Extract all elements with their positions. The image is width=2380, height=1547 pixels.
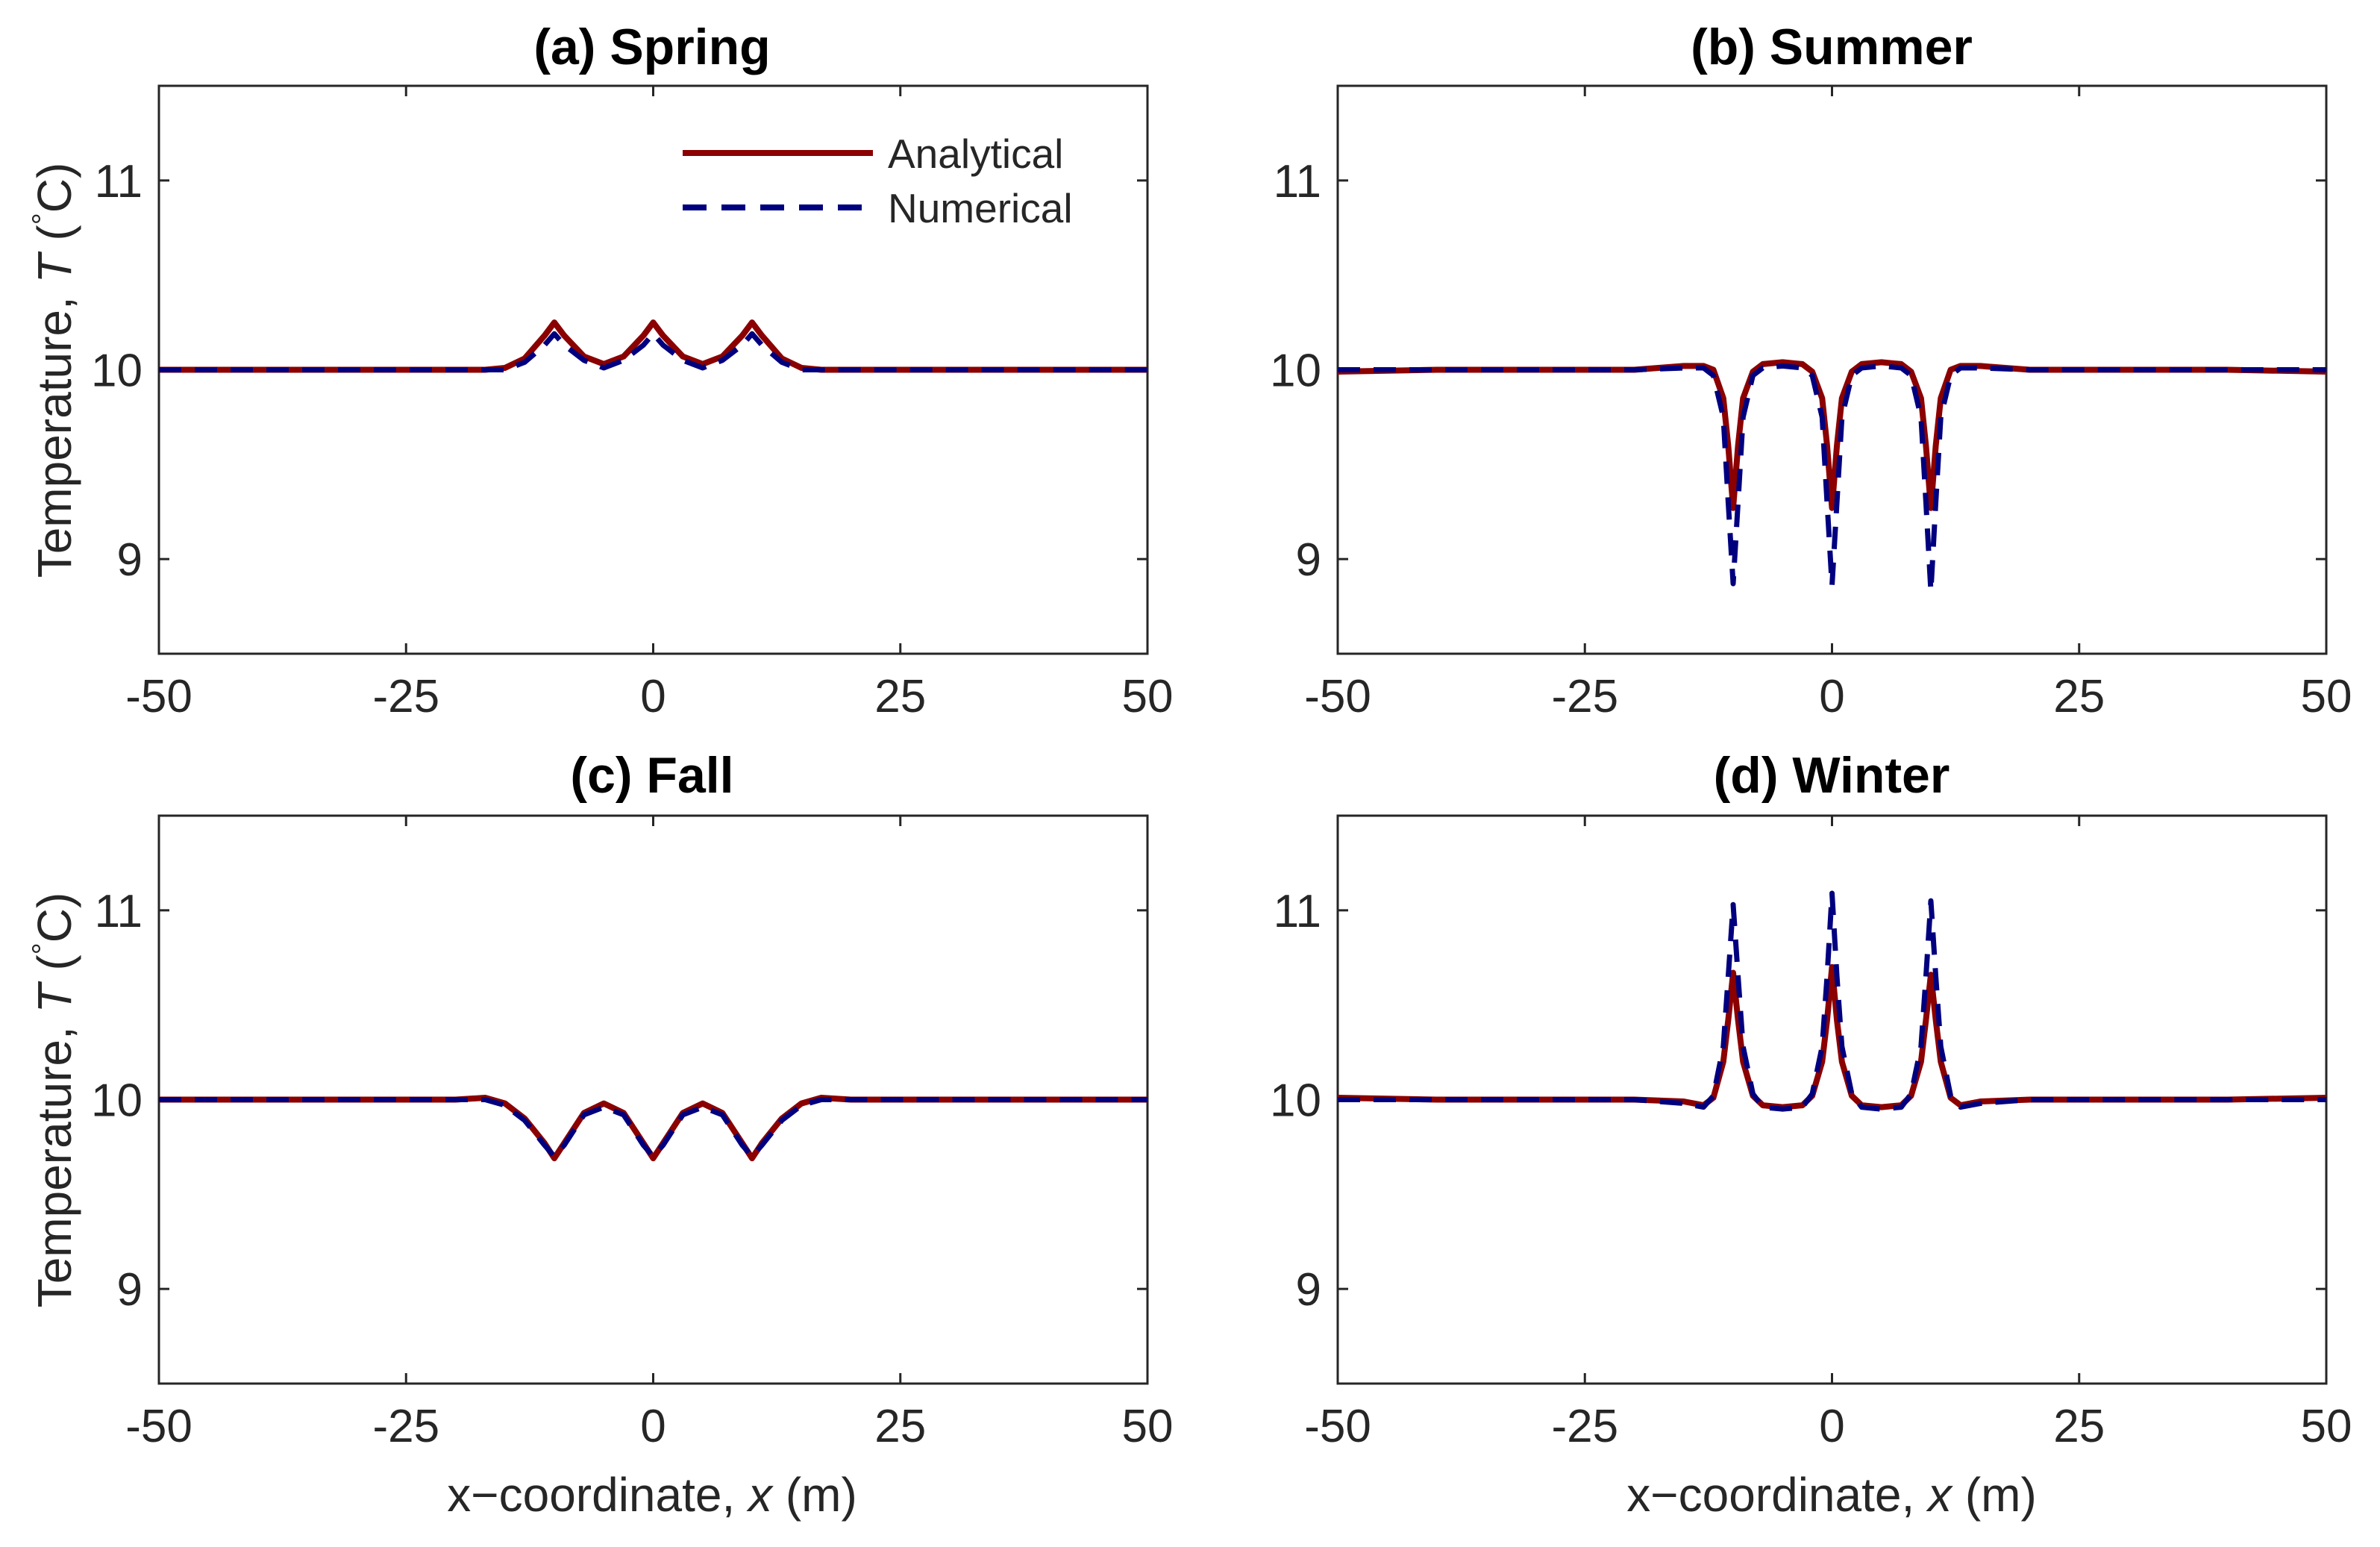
legend-label-analytical: Analytical <box>888 131 1063 177</box>
series-lines <box>1337 359 2327 594</box>
axis-ticks: -50 -25 0 25 50 9 10 11 <box>1270 86 2352 722</box>
x-tick-label: 25 <box>874 671 926 722</box>
x-axis-label: x−coordinate, x (m) <box>447 1468 857 1522</box>
x-label-unit: (m) <box>1952 1468 2037 1522</box>
panel-b: (b) Summer -50 -25 0 25 50 9 10 11 <box>1270 19 2352 722</box>
series-lines <box>159 1095 1147 1162</box>
series-line-numerical <box>159 331 1147 372</box>
y-label-degree: ° <box>27 943 60 954</box>
x-tick-label: 0 <box>640 1401 666 1452</box>
axis-ticks: -50 -25 0 25 50 9 10 11 <box>91 86 1173 722</box>
y-tick-label: 9 <box>117 1264 143 1316</box>
x-label-var: x <box>746 1468 774 1522</box>
legend-box <box>668 123 1115 235</box>
legend: Analytical Numerical <box>668 123 1115 235</box>
y-label-prefix: Temperature, <box>28 1013 81 1307</box>
panel-c: (c) Fall -50 -25 0 25 50 9 10 11 Temperature, T… <box>27 747 1173 1522</box>
y-tick-label: 11 <box>1274 886 1321 937</box>
y-axis-label: Temperature, T (°C) <box>27 163 81 578</box>
y-label-var: T <box>28 981 81 1013</box>
y-tick-label: 10 <box>91 346 143 397</box>
y-axis-label: Temperature, T (°C) <box>27 893 81 1308</box>
x-tick-label: 50 <box>1122 1401 1174 1452</box>
series-line-analytical <box>159 319 1147 373</box>
y-label-close: C) <box>28 163 81 213</box>
panel-a: (a) Spring -50 -25 0 25 50 9 10 11 Temperature,… <box>27 19 1173 722</box>
series-line-analytical <box>1337 359 2327 511</box>
panel-title: (c) Fall <box>570 747 733 804</box>
x-label-prefix: x−coordinate, <box>447 1468 748 1522</box>
x-tick-label: 0 <box>1819 671 1844 722</box>
x-tick-label: 0 <box>1819 1401 1844 1452</box>
x-tick-label: 50 <box>1122 671 1174 722</box>
axis-ticks: -50 -25 0 25 50 9 10 11 <box>91 816 1173 1452</box>
series-line-analytical <box>1337 963 2327 1110</box>
series-lines <box>159 319 1147 373</box>
x-tick-label: 50 <box>2301 671 2352 722</box>
y-label-open: ( <box>28 954 81 984</box>
axis-ticks: -50 -25 0 25 50 9 10 11 <box>1270 816 2352 1452</box>
x-label-prefix: x−coordinate, <box>1626 1468 1928 1522</box>
y-label-prefix: Temperature, <box>28 283 81 578</box>
x-label-unit: (m) <box>772 1468 857 1522</box>
x-label-var: x <box>1926 1468 1953 1522</box>
x-tick-label: 25 <box>2053 1401 2105 1452</box>
panel-title: (a) Spring <box>533 19 770 75</box>
y-label-degree: ° <box>27 213 60 225</box>
y-tick-label: 9 <box>1296 534 1321 586</box>
y-label-close: C) <box>28 893 81 943</box>
y-tick-label: 9 <box>1296 1264 1321 1316</box>
series-line-numerical <box>159 1097 1147 1160</box>
x-tick-label: -50 <box>1304 1401 1371 1452</box>
panel-title: (d) Winter <box>1714 747 1950 804</box>
x-tick-label: 50 <box>2301 1401 2352 1452</box>
x-tick-label: 25 <box>874 1401 926 1452</box>
y-label-open: ( <box>28 225 81 254</box>
series-lines <box>1337 890 2327 1112</box>
x-tick-label: -50 <box>125 1401 192 1452</box>
x-tick-label: -50 <box>125 671 192 722</box>
panel-title: (b) Summer <box>1691 19 1973 75</box>
x-axis-label: x−coordinate, x (m) <box>1626 1468 2037 1522</box>
y-tick-label: 10 <box>1270 346 1321 397</box>
y-tick-label: 9 <box>117 534 143 586</box>
x-tick-label: 0 <box>640 671 666 722</box>
x-tick-label: -25 <box>1551 1401 1618 1452</box>
legend-label-numerical: Numerical <box>888 185 1073 231</box>
y-tick-label: 11 <box>95 886 143 937</box>
x-tick-label: -50 <box>1304 671 1371 722</box>
y-tick-label: 10 <box>1270 1075 1321 1127</box>
series-line-analytical <box>159 1095 1147 1162</box>
x-tick-label: -25 <box>372 1401 439 1452</box>
panel-d: (d) Winter -50 -25 0 25 50 9 10 11 x−coordinate… <box>1270 747 2352 1522</box>
x-tick-label: -25 <box>372 671 439 722</box>
y-tick-label: 11 <box>1274 156 1321 207</box>
y-tick-label: 11 <box>95 156 143 207</box>
y-label-var: T <box>28 251 81 283</box>
x-tick-label: 25 <box>2053 671 2105 722</box>
series-line-numerical <box>1338 890 2326 1112</box>
x-tick-label: -25 <box>1551 671 1618 722</box>
y-tick-label: 10 <box>91 1075 143 1127</box>
